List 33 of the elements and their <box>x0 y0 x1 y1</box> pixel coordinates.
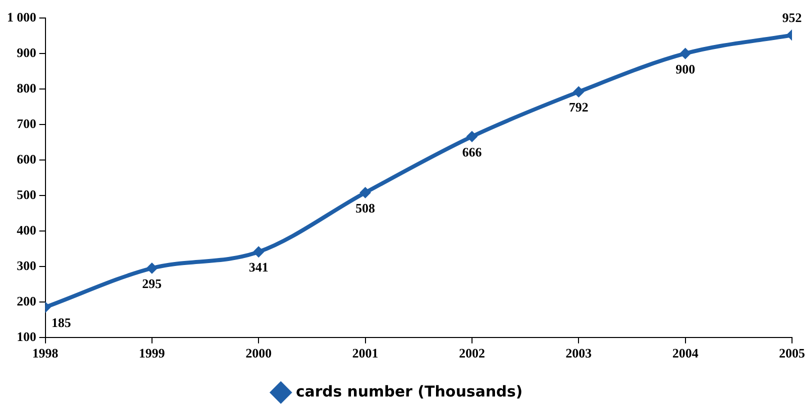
x-tick-label: 2001 <box>352 346 378 361</box>
point <box>253 246 264 258</box>
y-tick-label: 600 <box>16 151 36 166</box>
data-label: 295 <box>142 276 162 292</box>
y-tick-label: 900 <box>16 44 36 60</box>
x-tick-label: 2003 <box>566 346 592 361</box>
y-tick-label: 700 <box>16 116 36 131</box>
data-label: 508 <box>356 200 376 216</box>
data-label: 792 <box>568 100 588 115</box>
data-label: 341 <box>248 260 268 275</box>
x-tick-label: 2004 <box>672 346 699 361</box>
y-tick-label: 800 <box>16 80 36 96</box>
data-label: 900 <box>676 61 696 76</box>
y-tick-label: 100 <box>16 328 36 344</box>
x-tick-label: 1998 <box>32 346 59 361</box>
legend-label: cards number (Thousands) <box>296 382 523 400</box>
data-label: 952 <box>782 10 802 25</box>
x-tick-label: 1999 <box>138 346 166 361</box>
data-label: 666 <box>462 144 482 160</box>
x-tick-label: 2000 <box>246 346 272 361</box>
y-tick-label: 200 <box>16 293 36 308</box>
point <box>680 48 691 59</box>
y-tick-label: 500 <box>16 186 36 202</box>
point <box>360 187 371 198</box>
x-tick-label: 2002 <box>458 346 485 361</box>
y-tick-label: 300 <box>16 258 36 273</box>
y-tick-label: 400 <box>16 222 36 238</box>
point <box>466 131 478 142</box>
x-tick-label: 2005 <box>779 346 806 361</box>
point <box>146 262 158 274</box>
data-label: 185 <box>52 315 72 330</box>
y-tick-label: 1 000 <box>7 9 36 24</box>
point <box>573 86 584 98</box>
